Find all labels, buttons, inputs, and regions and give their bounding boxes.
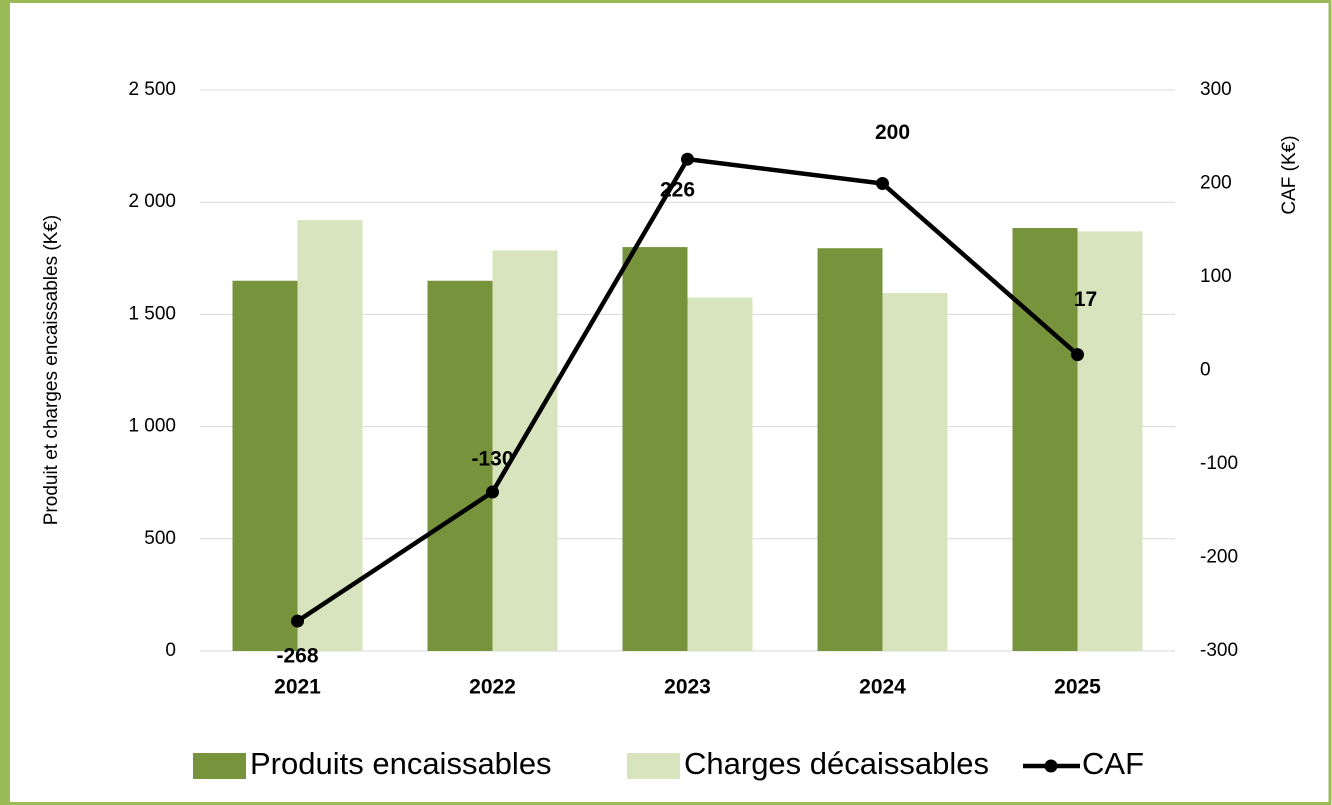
bar: [622, 247, 688, 651]
y2-tick-label: 100: [1200, 266, 1232, 287]
y2-tick-label: 200: [1200, 173, 1232, 194]
bar: [1012, 228, 1078, 652]
y-tick-label: 1 500: [128, 303, 176, 324]
y2-axis-title: CAF (K€): [1279, 135, 1300, 214]
x-tick-label: 2022: [469, 676, 516, 699]
x-tick-label: 2025: [1054, 676, 1101, 699]
bar: [427, 280, 493, 651]
legend-label: Charges décaissables: [684, 746, 989, 781]
legend-marker: [1044, 759, 1058, 773]
y-tick-label: 2 000: [128, 191, 176, 212]
data-label: -268: [276, 645, 318, 668]
line-marker: [291, 614, 304, 628]
line-marker: [681, 152, 694, 166]
frame-left: [0, 0, 10, 805]
bar: [817, 248, 883, 651]
line-marker: [1071, 348, 1084, 362]
data-label: 226: [660, 179, 695, 202]
bar: [492, 250, 558, 652]
bar: [687, 297, 753, 651]
y-tick-label: 0: [165, 640, 176, 661]
data-label: 200: [875, 121, 910, 144]
y2-tick-label: -100: [1200, 453, 1238, 474]
y-tick-label: 1 000: [128, 416, 176, 437]
x-tick-label: 2024: [859, 676, 906, 699]
data-label: -130: [471, 448, 513, 471]
y2-tick-label: -200: [1200, 547, 1238, 568]
x-tick-label: 2021: [274, 676, 321, 699]
y2-tick-label: -300: [1200, 640, 1238, 661]
line-marker: [876, 177, 889, 190]
x-tick-label: 2023: [664, 676, 711, 699]
bar: [297, 220, 363, 652]
bar: [882, 293, 948, 651]
bar: [232, 280, 298, 651]
legend-swatch: [627, 753, 680, 779]
y-tick-label: 500: [144, 528, 176, 549]
line-marker: [486, 485, 499, 499]
legend-label: CAF: [1082, 746, 1144, 781]
y-tick-label: 2 500: [128, 79, 176, 100]
y-axis-title: Produit et charges encaissables (K€): [41, 215, 62, 526]
bar: [1077, 231, 1143, 651]
legend-swatch: [193, 753, 246, 779]
data-label: 17: [1074, 288, 1097, 311]
y2-tick-label: 300: [1200, 79, 1232, 100]
legend-label: Produits encaissables: [250, 746, 552, 781]
y2-tick-label: 0: [1200, 360, 1211, 381]
